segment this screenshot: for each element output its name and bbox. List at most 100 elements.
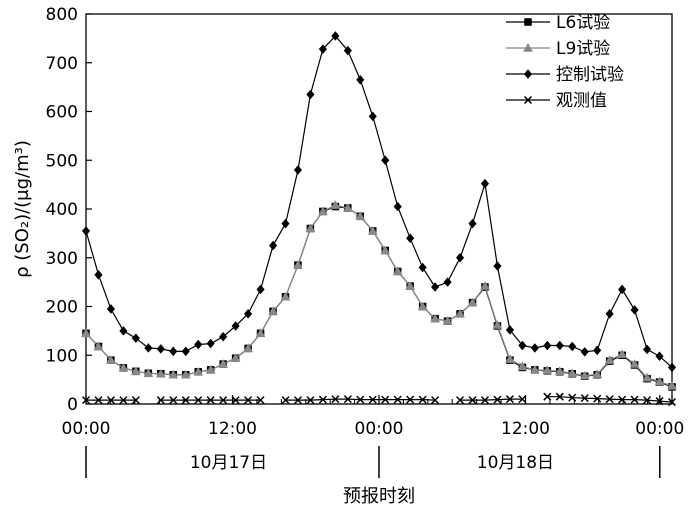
data-point-cross [605,395,614,404]
data-point-triangle [255,328,266,338]
cross-stroke [356,395,365,404]
data-point-triangle [455,308,465,318]
data-point-triangle [617,349,628,359]
data-point-cross [306,396,315,405]
data-point-triangle [293,260,303,269]
data-point-triangle [579,370,590,380]
data-point-diamond [593,345,602,356]
data-point-diamond [455,252,465,263]
data-point-diamond [555,340,564,351]
data-point-triangle [554,366,565,376]
data-point-diamond [430,282,440,292]
y-tick-label: 200 [46,298,78,318]
series-diamond [81,31,677,373]
data-point-cross [618,395,627,404]
y-tick-label: 500 [46,151,78,171]
legend-label: 控制试验 [556,65,624,85]
data-point-triangle [342,203,353,212]
data-point-diamond [318,44,328,54]
legend-item: 观测值 [506,91,607,111]
data-point-diamond [106,304,116,314]
data-point-diamond [642,344,652,355]
data-point-triangle [467,297,478,307]
data-point-cross [643,396,652,405]
legend-item: 控制试验 [506,65,624,85]
data-point-diamond [194,339,203,350]
cross-stroke [418,395,427,404]
cross-stroke [393,395,402,404]
data-point-triangle [430,313,441,323]
cross-stroke [505,395,514,404]
data-point-cross [543,392,552,401]
data-point-triangle [504,354,515,363]
x-tick-label: 00:00 [355,419,404,439]
cross-stroke [219,396,228,405]
data-point-triangle [218,359,229,368]
data-point-diamond [568,341,577,352]
data-point-triangle [155,368,166,378]
cross-stroke [331,395,340,404]
data-point-triangle [330,200,341,209]
data-point-triangle [517,361,528,371]
y-tick-label: 400 [46,200,78,220]
data-point-diamond [518,340,527,351]
data-point-diamond [480,178,490,189]
data-point-cross [393,395,402,404]
data-point-diamond [618,284,627,295]
data-point-diamond [523,69,533,79]
data-point-diamond [630,305,639,315]
cross-stroke [431,396,440,405]
data-point-cross [181,396,190,405]
data-point-diamond [144,343,153,353]
data-point-triangle [143,368,154,378]
data-point-diamond [156,344,165,354]
data-point-triangle [280,291,291,301]
data-point-cross [518,395,527,404]
data-point-triangle [529,364,540,374]
data-point-diamond [655,351,664,362]
data-point-diamond [256,284,265,295]
data-point-diamond [243,308,253,319]
data-point-diamond [306,89,315,100]
data-point-cross [119,396,128,405]
cross-stroke [643,396,652,405]
data-point-cross [555,392,564,401]
data-point-cross [523,95,533,105]
data-point-triangle [93,341,104,351]
data-point-triangle [642,372,652,382]
data-point-diamond [219,331,228,342]
y-tick-label: 300 [46,249,78,269]
data-point-triangle [180,369,191,379]
data-point-diamond [331,31,340,41]
data-point-cross [431,396,440,405]
series-triangle [81,200,677,390]
data-point-cross [343,395,352,404]
data-point-cross [505,395,514,404]
cross-stroke [456,396,465,405]
data-point-cross [356,395,365,404]
data-point-triangle [523,42,533,52]
cross-stroke [94,396,103,405]
data-point-diamond [268,240,278,251]
data-point-cross [156,396,165,405]
data-point-square [524,18,532,26]
data-point-diamond [169,346,178,357]
y-tick-label: 0 [67,395,78,415]
data-point-cross [231,396,240,405]
cross-stroke [493,395,502,404]
cross-stroke [523,95,533,105]
data-point-triangle [542,365,553,375]
cross-stroke [480,396,490,405]
data-point-diamond [530,343,539,353]
series-line [85,35,673,368]
cross-stroke [293,396,302,405]
cross-stroke [244,396,253,405]
series-line [85,204,673,387]
cross-stroke [281,396,290,405]
y-tick-label: 800 [46,5,78,25]
data-point-diamond [468,218,477,229]
cross-stroke [169,396,178,405]
data-point-diamond [543,340,552,351]
series-line [85,205,673,388]
